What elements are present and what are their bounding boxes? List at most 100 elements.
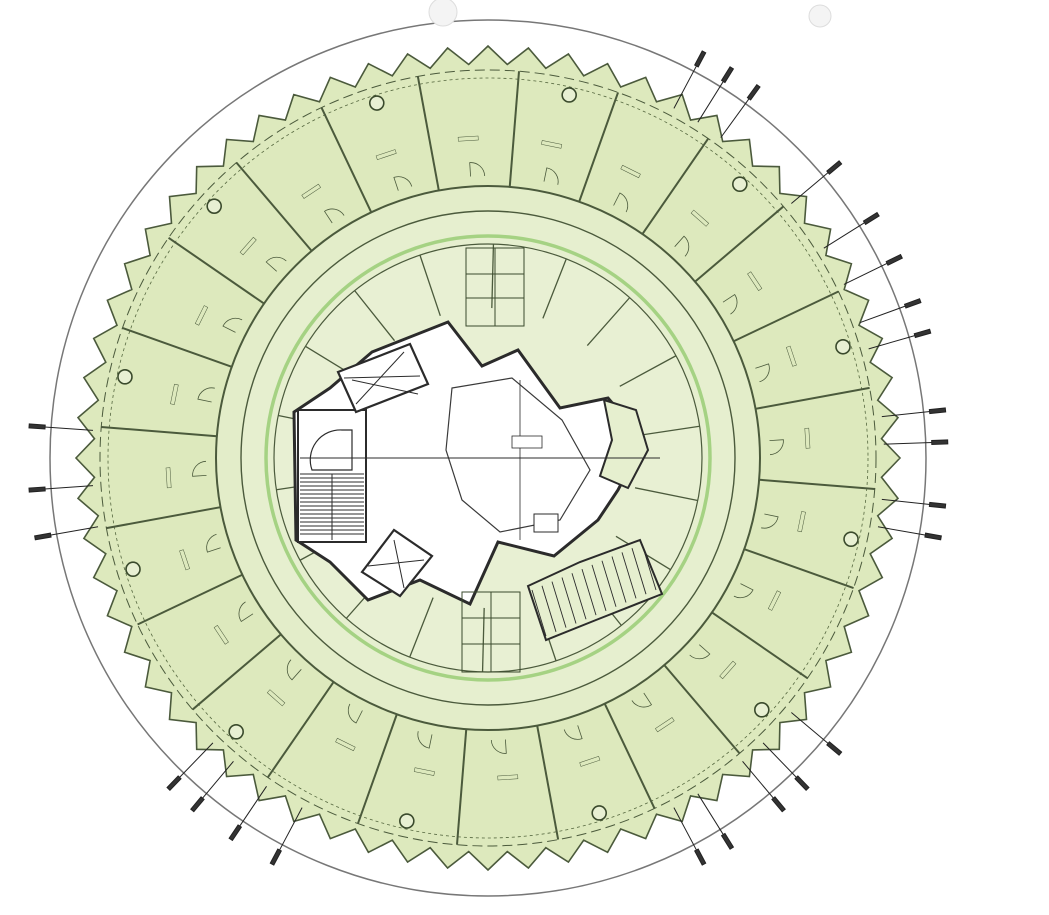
office-partition-line: [663, 664, 741, 755]
door-swing-arc-icon: [631, 692, 653, 708]
office-partition-line: [122, 327, 233, 368]
office-partition-line: [455, 729, 468, 845]
leader-line: [881, 498, 934, 506]
room-tag-mark: [786, 345, 797, 367]
leader-line: [868, 334, 919, 350]
room-tag-mark: [194, 305, 209, 326]
office-partition-line: [137, 573, 243, 626]
office-partition-line: [508, 71, 521, 187]
room-tag-mark: [266, 689, 286, 707]
leader-label-mark: [746, 83, 761, 101]
stair-tread: [641, 543, 657, 591]
leader-line: [791, 169, 832, 204]
elevator-shaft-upper: [336, 342, 430, 414]
office-partition-line: [320, 107, 373, 213]
leader-label-mark: [771, 796, 786, 813]
leader-line: [883, 441, 936, 445]
leader-line: [881, 410, 934, 418]
leader-line: [237, 786, 267, 830]
leader-line: [877, 526, 930, 537]
column-circle-icon: [843, 531, 859, 547]
leader-line: [41, 426, 93, 431]
room-tag-mark: [335, 737, 356, 752]
column-circle-icon: [399, 813, 415, 829]
office-partition-line: [357, 713, 398, 824]
leader-label-mark: [885, 253, 903, 266]
office-partition-line: [235, 161, 313, 252]
leader-line: [277, 807, 303, 854]
leader-label-mark: [269, 848, 282, 866]
office-partition-line: [641, 137, 710, 235]
room-tag-mark: [301, 183, 321, 199]
service-partition-line: [586, 297, 631, 347]
leader-label-mark: [826, 160, 843, 175]
column-circle-icon: [732, 176, 748, 192]
door-swing-arc-icon: [323, 208, 345, 224]
column-circle-icon: [835, 338, 851, 355]
service-ring-highlight: [264, 234, 712, 682]
door-swing-arc-icon: [469, 162, 486, 177]
column-circle-icon: [228, 724, 244, 740]
shaft-right: [598, 398, 650, 490]
stair-left-landing-arc: [309, 429, 353, 471]
office-partition-line: [416, 76, 440, 191]
stair-tread: [611, 556, 627, 603]
office-partition-line: [191, 633, 282, 711]
column-circle-icon: [591, 805, 608, 821]
stair-lower-right: [526, 538, 664, 642]
room-tag-mark: [457, 135, 479, 142]
service-partition-line: [419, 254, 441, 316]
service-partition-line: [481, 607, 485, 672]
door-swing-arc-icon: [238, 601, 254, 623]
leader-line: [843, 261, 891, 285]
room-tag-mark: [165, 467, 172, 489]
leader-label-mark: [903, 298, 922, 309]
door-swing-arc-icon: [347, 703, 363, 724]
stair-left-treads: [300, 473, 364, 540]
room-tag-mark: [579, 756, 601, 767]
door-swing-arc-icon: [613, 192, 629, 213]
door-swing-arc-icon: [761, 513, 779, 529]
leader-label-mark: [928, 501, 947, 509]
exterior-leader-lines: [28, 50, 949, 866]
office-partition-line: [755, 386, 870, 410]
door-swing-arc-icon: [733, 583, 754, 599]
leader-label-mark: [166, 775, 182, 791]
column-circle-icon: [125, 561, 141, 578]
service-partition-line: [636, 425, 700, 437]
room-tag-mark: [179, 549, 190, 571]
leader-label-mark: [694, 848, 707, 866]
core-label-box: [511, 435, 543, 449]
stair-tread: [621, 552, 637, 599]
leader-label-mark: [720, 832, 735, 850]
room-tag-mark: [497, 774, 519, 781]
door-swing-arc-icon: [286, 659, 302, 681]
leader-line: [742, 761, 777, 802]
door-swing-arc-icon: [543, 167, 559, 185]
office-partitions: [101, 71, 875, 845]
service-partition-line: [542, 258, 567, 319]
door-swing-arc-icon: [222, 317, 243, 333]
punch-hole-left: [428, 0, 458, 27]
office-partition-line: [711, 611, 809, 680]
stair-lower-right-treads: [531, 543, 657, 637]
elevator-shaft-lower: [360, 528, 434, 598]
leader-label-mark: [28, 423, 46, 430]
office-partition-line: [266, 681, 335, 779]
office-partition-line: [759, 478, 875, 491]
stair-tread: [571, 573, 587, 620]
central-core: [292, 320, 660, 607]
stair-left: [297, 409, 367, 543]
office-partition-line: [106, 506, 221, 530]
leader-label-mark: [862, 211, 880, 226]
leader-label-mark: [694, 50, 707, 68]
service-partition-line: [491, 244, 495, 309]
column-circle-icon: [368, 95, 385, 111]
service-partition-line: [634, 487, 698, 502]
room-tag-mark: [620, 164, 641, 179]
core-small-room: [533, 513, 559, 533]
leader-label-mark: [928, 407, 947, 415]
service-partition-line: [409, 597, 434, 658]
room-tag-mark: [797, 511, 806, 533]
